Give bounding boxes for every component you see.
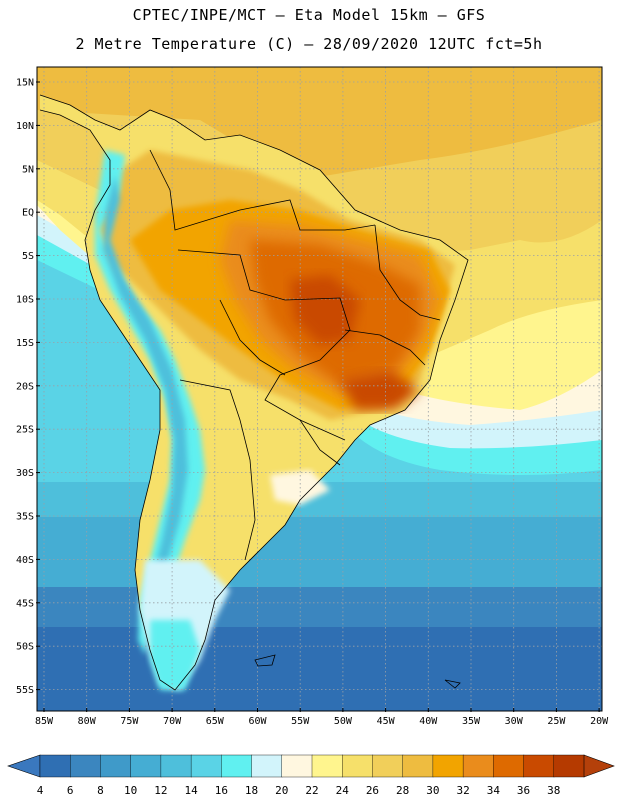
lat-label: 55S [16,685,34,696]
colorbar-tick-label: 6 [67,784,74,797]
colorbar-swatch [523,754,555,778]
latitude-labels: 15N 10N 5N EQ 5S 10S 15S 20S 25S 30S 35S 40S 45S 50S 5… [16,78,40,696]
chart-title-line1: CPTEC/INPE/MCT – Eta Model 15km – GFS [132,6,486,24]
colorbar-tick-label: 32 [456,784,469,797]
coastline-borders [39,94,469,691]
colorbar-swatch [342,754,374,778]
colorbar-swatch [493,754,525,778]
colorbar-swatch [221,754,253,778]
lat-label: 50S [16,642,34,653]
colorbar-swatch [70,754,102,778]
colorbar-tick-label: 20 [275,784,288,797]
longitude-labels: 85W 80W 75W 70W 65W 60W 55W 50W 45W 40W 35W 30W 25W 2… [35,708,609,727]
colorbar-swatch [311,754,343,778]
colorbar-swatch [39,754,71,778]
chart-title-line2: 2 Metre Temperature (C) – 28/09/2020 12U… [75,35,543,53]
colorbar-swatch [462,754,494,778]
colorbar-over-arrow [583,754,615,778]
colorbar-tick-label: 38 [547,784,560,797]
lat-label: 5S [22,251,34,262]
colorbar-tick-label: 8 [97,784,104,797]
colorbar-tick-label: 36 [517,784,530,797]
lon-label: 20W [590,716,609,727]
colorbar-swatch [402,754,434,778]
lon-label: 25W [547,716,566,727]
lat-label: 10N [16,121,34,132]
lon-label: 55W [291,716,310,727]
colorbar-swatch [100,754,132,778]
lat-label: 5N [22,164,34,175]
colorbar-tick-label: 24 [336,784,350,797]
lon-label: 75W [120,716,139,727]
lat-label: 10S [16,295,34,306]
lat-label: 35S [16,512,34,523]
colorbar-tick-label: 10 [124,784,137,797]
colorbar-swatch [190,754,222,778]
colorbar-swatch [251,754,283,778]
lon-label: 35W [462,716,481,727]
map-frame [36,66,603,712]
colorbar-tick-label: 14 [184,784,198,797]
colorbar-swatch [432,754,464,778]
lon-label: 80W [78,716,97,727]
lon-label: 30W [505,716,524,727]
lon-label: 65W [206,716,225,727]
lat-label: EQ [22,208,34,219]
lat-label: 15S [16,338,34,349]
lat-label: 40S [16,555,34,566]
graticule [37,67,602,711]
lon-label: 40W [419,716,438,727]
colorbar-tick-label: 30 [426,784,439,797]
lat-label: 15N [16,78,34,89]
temperature-field [37,67,602,711]
colorbar-tick-label: 4 [37,784,44,797]
lat-label: 45S [16,598,34,609]
colorbar-tick-label: 22 [305,784,318,797]
lon-label: 70W [163,716,182,727]
lat-label: 25S [16,425,34,436]
lat-label: 30S [16,468,34,479]
colorbar-under-arrow [7,754,41,778]
colorbar-tick-label: 34 [487,784,501,797]
lon-label: 85W [35,716,54,727]
colorbar-swatch [281,754,313,778]
lat-label: 20S [16,381,34,392]
colorbar-tick-label: 26 [366,784,379,797]
colorbar-tick-label: 18 [245,784,258,797]
colorbar-tick-label: 12 [154,784,167,797]
colorbar-tick-label: 16 [215,784,228,797]
colorbar-swatch [160,754,192,778]
colorbar-tick-label: 28 [396,784,409,797]
colorbar: 4 6 8 10 12 14 16 18 20 22 24 26 28 30 32 34 36 38 [7,754,615,797]
colorbar-swatch [130,754,162,778]
colorbar-swatch [372,754,404,778]
lon-label: 60W [248,716,267,727]
colorbar-swatch [553,754,585,778]
lon-label: 45W [377,716,396,727]
lon-label: 50W [334,716,353,727]
